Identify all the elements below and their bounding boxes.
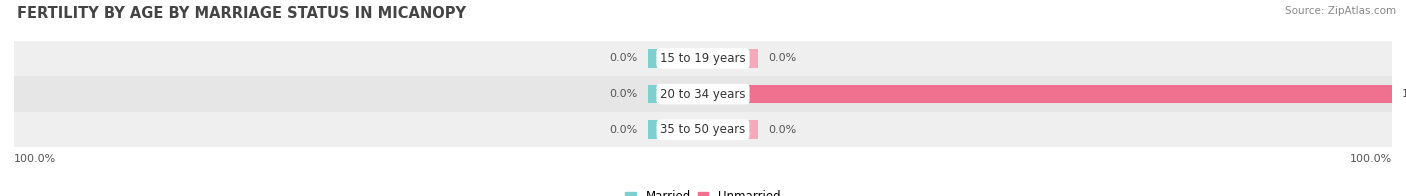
Bar — [703, 121, 758, 139]
Bar — [648, 121, 703, 139]
Text: 100.0%: 100.0% — [1350, 154, 1392, 164]
Text: 0.0%: 0.0% — [609, 54, 637, 64]
Text: 0.0%: 0.0% — [769, 125, 797, 135]
Text: 20 to 34 years: 20 to 34 years — [661, 88, 745, 101]
Bar — [14, 76, 1392, 112]
Text: 15 to 19 years: 15 to 19 years — [661, 52, 745, 65]
Text: 0.0%: 0.0% — [609, 125, 637, 135]
Text: Source: ZipAtlas.com: Source: ZipAtlas.com — [1285, 6, 1396, 16]
Text: 100.0%: 100.0% — [1402, 89, 1406, 99]
Bar — [703, 49, 758, 68]
Bar — [648, 85, 703, 103]
Legend: Married, Unmarried: Married, Unmarried — [620, 186, 786, 196]
Bar — [703, 85, 1392, 103]
Text: 0.0%: 0.0% — [769, 54, 797, 64]
Text: 100.0%: 100.0% — [14, 154, 56, 164]
Text: FERTILITY BY AGE BY MARRIAGE STATUS IN MICANOPY: FERTILITY BY AGE BY MARRIAGE STATUS IN M… — [17, 6, 465, 21]
Text: 35 to 50 years: 35 to 50 years — [661, 123, 745, 136]
Bar — [648, 49, 703, 68]
Text: 0.0%: 0.0% — [609, 89, 637, 99]
Bar — [14, 112, 1392, 147]
Bar — [14, 41, 1392, 76]
